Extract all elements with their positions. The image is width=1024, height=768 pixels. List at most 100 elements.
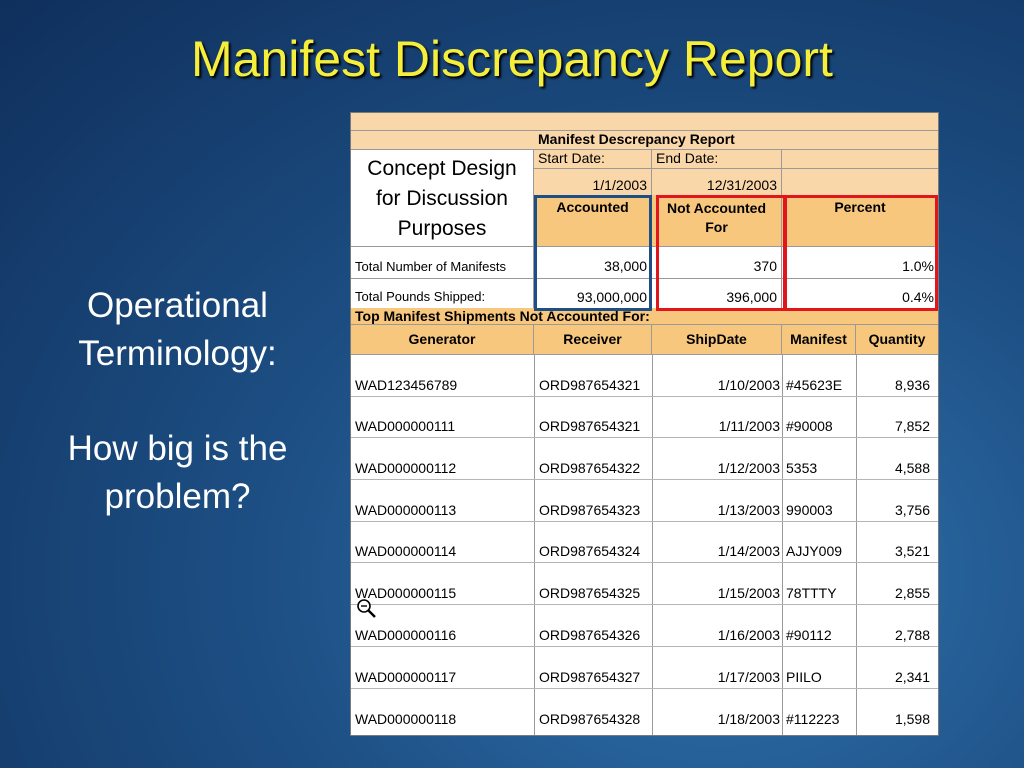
- operational-terminology-text: Operational Terminology:: [30, 282, 325, 378]
- problem-question-text: How big is the problem?: [30, 425, 325, 521]
- cell-receiver: ORD987654321: [539, 376, 641, 393]
- table-row: WAD000000114 ORD987654324 1/14/2003 AJJY…: [351, 522, 938, 564]
- cell-quantity: 8,936: [894, 376, 930, 393]
- col-percent: Percent: [782, 195, 938, 247]
- cell-receiver: ORD987654323: [539, 501, 641, 518]
- left-line-2: Terminology:: [78, 334, 277, 373]
- cell-manifest: 990003: [786, 501, 833, 518]
- cell-manifest: #45623E: [786, 376, 843, 393]
- table-row: WAD123456789 ORD987654321 1/10/2003 #456…: [351, 355, 938, 397]
- table-row: WAD000000111 ORD987654321 1/11/2003 #900…: [351, 397, 938, 439]
- slide-title: Manifest Discrepancy Report: [191, 31, 833, 87]
- col-not-accounted-line-1: Not Accounted: [666, 200, 767, 216]
- date-label-blank: [782, 150, 938, 169]
- col-quantity: Quantity: [856, 325, 938, 355]
- percent-highlight-box: [784, 195, 938, 311]
- summary-label-manifests: Total Number of Manifests: [351, 247, 534, 279]
- end-date-value: 12/31/2003: [652, 169, 782, 195]
- cell-shipdate: 1/15/2003: [717, 585, 780, 602]
- cell-shipdate: 1/12/2003: [717, 460, 780, 477]
- col-receiver: Receiver: [534, 325, 652, 355]
- cell-generator: WAD000000118: [355, 711, 457, 728]
- summary-label-pounds: Total Pounds Shipped:: [351, 279, 534, 309]
- left-line-3: How big is the: [67, 429, 288, 468]
- cell-quantity: 2,788: [894, 626, 930, 643]
- header-blank-cell: [351, 131, 534, 150]
- summary-not-accounted-manifests: 370: [652, 247, 782, 279]
- concept-line-1: Concept Design: [367, 157, 517, 180]
- end-date-label: End Date:: [652, 150, 782, 169]
- cell-receiver: ORD987654325: [539, 585, 641, 602]
- grid-line: [652, 355, 653, 735]
- cell-shipdate: 1/17/2003: [717, 668, 780, 685]
- cell-receiver: ORD987654327: [539, 668, 641, 685]
- grid-line: [534, 355, 535, 735]
- table-row: WAD000000115 ORD987654325 1/15/2003 78TT…: [351, 564, 938, 606]
- cell-manifest: #112223: [786, 711, 840, 728]
- concept-line-3: Purposes: [397, 217, 487, 240]
- cell-receiver: ORD987654322: [539, 460, 641, 477]
- concept-line-2: for Discussion: [376, 187, 508, 210]
- report-header-title: Manifest Descrepancy Report: [534, 131, 938, 150]
- not-accounted-highlight-box: [656, 195, 786, 311]
- col-not-accounted: Not Accounted For: [652, 195, 782, 247]
- cell-shipdate: 1/16/2003: [717, 626, 780, 643]
- cell-quantity: 2,341: [894, 668, 930, 685]
- concept-design-note: Concept Design for Discussion Purposes: [351, 150, 534, 247]
- cell-receiver: ORD987654328: [539, 711, 641, 728]
- cell-quantity: 4,588: [894, 460, 930, 477]
- cell-manifest: #90112: [786, 626, 832, 643]
- cell-shipdate: 1/13/2003: [717, 501, 780, 518]
- cell-generator: WAD123456789: [355, 376, 458, 393]
- cell-quantity: 7,852: [894, 418, 930, 435]
- cell-receiver: ORD987654326: [539, 626, 641, 643]
- cell-shipdate: 1/18/2003: [717, 711, 780, 728]
- cell-generator: WAD000000112: [355, 460, 457, 477]
- summary-percent-manifests: 1.0%: [782, 247, 938, 279]
- summary-not-accounted-pounds: 396,000: [652, 279, 782, 309]
- cell-quantity: 3,756: [894, 501, 930, 518]
- table-row: WAD000000117 ORD987654327 1/17/2003 PIIL…: [351, 647, 938, 689]
- cell-generator: WAD000000115: [355, 585, 457, 602]
- date-value-blank: [782, 169, 938, 195]
- start-date-value: 1/1/2003: [534, 169, 652, 195]
- top-shipments-label: Top Manifest Shipments Not Accounted For…: [351, 308, 938, 325]
- summary-percent-pounds: 0.4%: [902, 289, 934, 305]
- cell-manifest: PIILO: [786, 668, 822, 685]
- cell-manifest: #90008: [786, 418, 833, 435]
- col-generator: Generator: [351, 325, 534, 355]
- col-shipdate: ShipDate: [652, 325, 782, 355]
- table-row: WAD000000112 ORD987654322 1/12/2003 5353…: [351, 438, 938, 481]
- cell-manifest: 78TTTY: [786, 585, 837, 602]
- grid-line: [856, 355, 857, 735]
- cell-manifest: AJJY009: [786, 543, 843, 560]
- cell-quantity: 1,598: [894, 711, 930, 728]
- cell-generator: WAD000000116: [355, 626, 457, 643]
- cell-shipdate: 1/14/2003: [717, 543, 780, 560]
- cell-quantity: 3,521: [894, 543, 930, 560]
- left-line-4: problem?: [104, 477, 251, 516]
- cell-generator: WAD000000113: [355, 501, 457, 518]
- top-band: [351, 113, 938, 131]
- cell-generator: WAD000000114: [355, 543, 457, 560]
- col-not-accounted-line-2: For: [705, 219, 728, 235]
- table-row: WAD000000118 ORD987654328 1/18/2003 #112…: [351, 689, 938, 731]
- left-line-1: Operational: [87, 286, 268, 325]
- start-date-label: Start Date:: [534, 150, 652, 169]
- col-accounted: Accounted: [534, 195, 652, 247]
- col-manifest: Manifest: [782, 325, 856, 355]
- cell-receiver: ORD987654321: [539, 418, 641, 435]
- table-row: WAD000000116 ORD987654326 1/16/2003 #901…: [351, 605, 938, 647]
- table-row: WAD000000113 ORD987654323 1/13/2003 9900…: [351, 480, 938, 522]
- cell-shipdate: 1/10/2003: [717, 376, 780, 393]
- cell-shipdate: 1/11/2003: [718, 418, 780, 435]
- magnifier-icon[interactable]: [355, 597, 377, 619]
- grid-line: [782, 355, 783, 735]
- cell-quantity: 2,855: [894, 585, 930, 602]
- cell-generator: WAD000000117: [355, 668, 457, 685]
- report-spreadsheet: Manifest Descrepancy Report Concept Desi…: [350, 112, 939, 736]
- cell-generator: WAD000000111: [355, 418, 456, 435]
- cell-receiver: ORD987654324: [539, 543, 641, 560]
- accounted-highlight-box: [534, 195, 652, 311]
- cell-manifest: 5353: [786, 460, 818, 477]
